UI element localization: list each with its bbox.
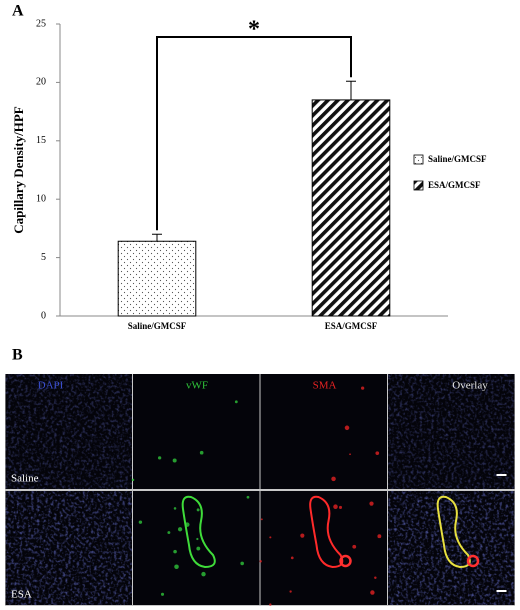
micrograph-bg	[260, 374, 387, 489]
vessel-outline	[309, 495, 344, 569]
signal-speck	[196, 546, 201, 551]
micrograph	[388, 374, 515, 489]
column-label: SMA	[313, 380, 337, 392]
row-label: Saline	[11, 473, 39, 485]
signal-speck	[157, 456, 162, 460]
micrograph	[133, 491, 260, 605]
micrograph-texture	[388, 491, 515, 605]
panel-label: B	[12, 347, 23, 364]
signal-speck	[377, 534, 382, 539]
micrograph	[259, 491, 387, 606]
signal-speck	[338, 505, 343, 509]
micrograph	[5, 374, 132, 489]
signal-speck	[172, 458, 177, 463]
signal-speck	[167, 531, 171, 535]
signal-speck	[259, 560, 262, 563]
signal-speck	[352, 544, 357, 549]
micrograph-texture	[388, 374, 515, 489]
signal-speck	[240, 561, 244, 566]
bar	[311, 99, 391, 317]
signal-speck	[374, 576, 377, 580]
micrograph-texture	[5, 491, 132, 605]
y-tick-label: 25	[36, 18, 46, 29]
micrograph	[131, 374, 260, 489]
legend-swatch	[413, 154, 424, 165]
signal-speck	[300, 533, 305, 538]
signal-speck	[177, 527, 183, 532]
micrograph	[260, 374, 387, 489]
y-tick-label: 15	[36, 135, 46, 146]
signal-speck	[289, 590, 292, 593]
signal-speck	[349, 453, 351, 456]
micrograph-bg	[260, 491, 387, 605]
signal-speck	[234, 400, 238, 404]
signal-speck	[201, 571, 206, 577]
signal-speck	[361, 386, 365, 390]
significance-label: *	[248, 17, 260, 43]
row-label: ESA	[11, 589, 32, 601]
signal-speck	[331, 476, 336, 482]
significance-bracket	[156, 36, 352, 231]
signal-speck	[370, 590, 375, 595]
legend-label: ESA/GMCSF	[428, 180, 481, 190]
signal-speck	[269, 603, 272, 606]
panel-label: A	[12, 3, 24, 20]
y-tick-label: 10	[36, 193, 46, 204]
signal-speck	[160, 592, 165, 596]
signal-speck	[173, 549, 177, 554]
micrograph-bg	[133, 491, 260, 605]
signal-speck	[131, 478, 135, 482]
bar	[117, 240, 197, 317]
signal-speck	[375, 451, 380, 456]
signal-speck	[369, 501, 374, 506]
micrograph	[5, 491, 132, 605]
y-axis-label: Capillary Density/HPF	[11, 106, 26, 234]
signal-speck	[196, 508, 200, 512]
y-tick-label: 20	[36, 77, 46, 88]
vessel-outline	[436, 495, 471, 569]
signal-speck	[344, 425, 350, 431]
legend-label: Saline/GMCSF	[428, 154, 487, 164]
signal-speck	[260, 518, 263, 521]
micrograph-bg	[133, 374, 260, 489]
vessel-outline	[181, 495, 216, 569]
micrograph-texture	[5, 374, 132, 489]
column-label: vWF	[186, 380, 208, 392]
x-tick-label: ESA/GMCSF	[325, 321, 378, 331]
legend-swatch	[413, 180, 424, 191]
x-tick-label: Saline/GMCSF	[128, 321, 187, 331]
vessel-ring	[466, 554, 480, 568]
signal-speck	[138, 520, 143, 524]
micrograph	[388, 491, 515, 605]
y-tick-label: 5	[41, 252, 46, 263]
signal-speck	[290, 556, 294, 560]
y-tick-label: 0	[41, 310, 46, 321]
signal-speck	[196, 537, 199, 541]
signal-speck	[333, 504, 338, 509]
vessel-ring	[339, 554, 352, 568]
signal-speck	[199, 450, 204, 455]
column-label: Overlay	[452, 380, 488, 392]
signal-speck	[174, 564, 179, 570]
signal-speck	[173, 507, 177, 510]
column-label: DAPI	[38, 380, 64, 392]
signal-speck	[269, 536, 272, 539]
signal-speck	[246, 495, 250, 499]
